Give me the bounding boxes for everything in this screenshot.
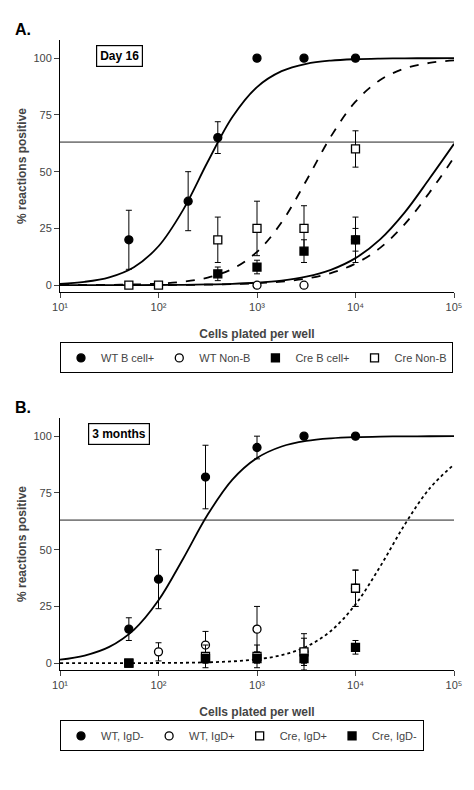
svg-text:0: 0 bbox=[46, 657, 52, 669]
svg-text:% reactions positive: % reactions positive bbox=[15, 486, 29, 602]
svg-text:100: 100 bbox=[33, 430, 51, 442]
svg-text:WT, IgD-: WT, IgD- bbox=[101, 730, 144, 742]
svg-text:10²: 10² bbox=[151, 679, 167, 691]
svg-text:10²: 10² bbox=[151, 301, 167, 313]
svg-text:WT B cell+: WT B cell+ bbox=[101, 352, 154, 364]
svg-text:% reactions positive: % reactions positive bbox=[15, 108, 29, 224]
svg-text:A.: A. bbox=[15, 21, 31, 38]
svg-text:3 months: 3 months bbox=[92, 427, 146, 441]
svg-text:10⁴: 10⁴ bbox=[347, 301, 364, 313]
svg-text:25: 25 bbox=[40, 222, 52, 234]
svg-text:10⁵: 10⁵ bbox=[446, 301, 463, 313]
svg-text:50: 50 bbox=[40, 544, 52, 556]
svg-text:Cre B cell+: Cre B cell+ bbox=[295, 352, 349, 364]
svg-text:75: 75 bbox=[40, 487, 52, 499]
svg-text:0: 0 bbox=[46, 279, 52, 291]
svg-text:50: 50 bbox=[40, 166, 52, 178]
svg-text:WT Non-B: WT Non-B bbox=[199, 352, 250, 364]
svg-text:Cre, IgD+: Cre, IgD+ bbox=[280, 730, 327, 742]
svg-text:Cells plated per well: Cells plated per well bbox=[199, 705, 314, 719]
svg-text:10⁵: 10⁵ bbox=[446, 679, 463, 691]
svg-text:WT, IgD+: WT, IgD+ bbox=[189, 730, 235, 742]
svg-text:Cre Non-B: Cre Non-B bbox=[395, 352, 447, 364]
svg-text:75: 75 bbox=[40, 109, 52, 121]
svg-text:B.: B. bbox=[15, 399, 31, 416]
svg-text:Cre, IgD-: Cre, IgD- bbox=[372, 730, 417, 742]
svg-text:10³: 10³ bbox=[249, 301, 265, 313]
svg-text:25: 25 bbox=[40, 600, 52, 612]
svg-text:Cells plated per well: Cells plated per well bbox=[199, 327, 314, 341]
svg-text:10¹: 10¹ bbox=[52, 679, 68, 691]
svg-text:10¹: 10¹ bbox=[52, 301, 68, 313]
svg-text:10³: 10³ bbox=[249, 679, 265, 691]
svg-text:100: 100 bbox=[33, 52, 51, 64]
svg-text:10⁴: 10⁴ bbox=[347, 679, 364, 691]
svg-text:Day 16: Day 16 bbox=[100, 49, 139, 63]
